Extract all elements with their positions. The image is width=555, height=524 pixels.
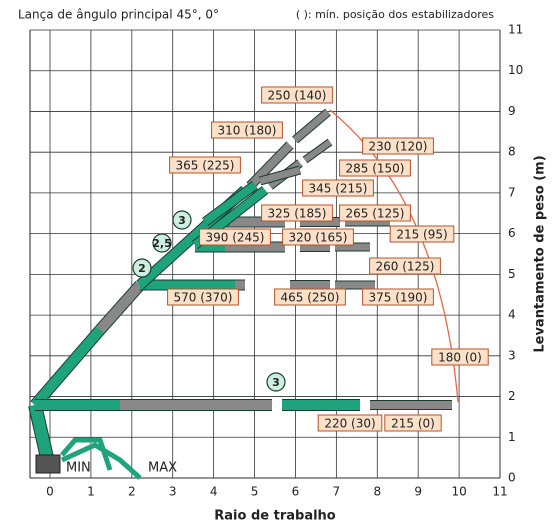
load-label: 230 (120) — [369, 140, 428, 154]
x-axis-label: Raio de trabalho — [214, 509, 336, 524]
load-box — [384, 414, 442, 432]
boom-badge-label: 2,5 — [152, 237, 172, 250]
x-tick-label: 11 — [492, 485, 507, 499]
x-tick-label: 7 — [333, 485, 341, 499]
x-tick-label: 1 — [87, 485, 95, 499]
boom-section — [247, 142, 293, 189]
y-tick-label: 10 — [508, 63, 523, 77]
y-axis-label: Levantamento de peso (m) — [533, 155, 548, 352]
x-tick-label: 2 — [128, 485, 136, 499]
load-label: 365 (225) — [176, 159, 235, 173]
stabilizer-arm — [60, 437, 113, 471]
load-box — [261, 86, 333, 104]
x-tick-label: 9 — [414, 485, 422, 499]
boom-section — [31, 326, 104, 409]
y-tick-label: 5 — [508, 267, 516, 281]
load-label: 215 (95) — [396, 228, 447, 242]
load-label: 325 (185) — [268, 207, 327, 221]
load-label: 570 (370) — [174, 291, 233, 305]
load-box — [211, 121, 283, 139]
boom-section — [303, 139, 332, 163]
load-label: 465 (250) — [281, 291, 340, 305]
y-tick-label: 7 — [508, 185, 516, 199]
load-box — [302, 179, 374, 197]
load-label: 390 (245) — [206, 231, 265, 245]
y-tick-label: 8 — [508, 145, 516, 159]
title: Lança de ângulo principal 45°, 0° — [18, 8, 219, 22]
x-tick-label: 6 — [292, 485, 300, 499]
load-box — [317, 414, 383, 432]
boom-section — [292, 109, 331, 143]
y-tick-label: 1 — [508, 430, 516, 444]
load-label: 250 (140) — [268, 89, 327, 103]
y-tick-label: 9 — [508, 104, 516, 118]
load-box — [362, 288, 434, 306]
load-label: 320 (165) — [289, 231, 348, 245]
load-box — [282, 228, 354, 246]
load-box — [261, 204, 333, 222]
y-tick-label: 0 — [508, 471, 516, 485]
y-tick-label: 11 — [508, 23, 523, 37]
y-tick-label: 2 — [508, 389, 516, 403]
load-box — [431, 348, 489, 366]
boom-badge — [132, 258, 152, 278]
boom-section — [259, 166, 301, 185]
note: ( ): mín. posição dos estabilizadores — [296, 8, 494, 21]
boom-badge — [172, 210, 192, 230]
boom-section — [202, 181, 258, 226]
x-tick-label: 5 — [251, 485, 259, 499]
boom-badge-label: 3 — [272, 376, 280, 389]
load-label: 260 (125) — [376, 260, 435, 274]
x-tick-label: 4 — [210, 485, 218, 499]
boom-section — [96, 281, 144, 334]
boom-badge-label: 3 — [178, 214, 186, 227]
load-label: 180 (0) — [438, 351, 482, 365]
stabilizer-label: MIN — [66, 461, 91, 476]
boom-section — [29, 403, 54, 464]
load-box — [339, 204, 411, 222]
boom-badge — [266, 372, 286, 392]
y-tick-label: 6 — [508, 226, 516, 240]
load-label: 375 (190) — [369, 291, 428, 305]
load-box — [274, 288, 346, 306]
load-box — [167, 288, 239, 306]
load-label: 345 (215) — [309, 182, 368, 196]
y-tick-label: 4 — [508, 308, 516, 322]
boom-badge-label: 2 — [138, 262, 146, 275]
boom-badge — [152, 233, 172, 253]
x-tick-label: 8 — [373, 485, 381, 499]
load-label: 215 (0) — [391, 417, 435, 431]
load-box — [389, 225, 455, 243]
load-box — [369, 257, 441, 275]
load-box — [362, 137, 434, 155]
load-label: 220 (30) — [324, 417, 375, 431]
stabilizer-arm — [60, 442, 142, 480]
stabilizer-label: MAX — [148, 461, 177, 476]
load-label: 310 (180) — [218, 124, 277, 138]
y-tick-label: 3 — [508, 348, 516, 362]
load-box — [169, 156, 241, 174]
load-label: 265 (125) — [346, 207, 405, 221]
load-box — [339, 159, 411, 177]
x-tick-label: 10 — [451, 485, 466, 499]
crane-base — [35, 454, 61, 474]
x-tick-label: 0 — [46, 485, 54, 499]
load-label: 285 (150) — [346, 162, 405, 176]
x-tick-label: 3 — [169, 485, 177, 499]
load-box — [199, 228, 271, 246]
